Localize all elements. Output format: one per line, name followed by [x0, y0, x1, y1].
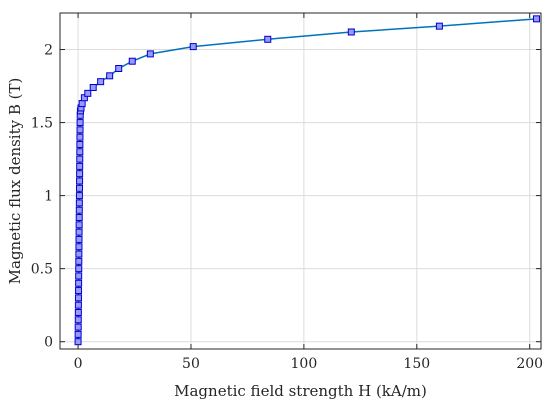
- x-tick-labels: 0 50 100 150 200: [74, 356, 543, 372]
- y-tick-labels: 0 0.5 1 1.5 2: [31, 43, 53, 351]
- y-tick-label: 0: [44, 335, 53, 351]
- y-tick-label: 1: [44, 189, 53, 205]
- data-point-marker: [347, 28, 355, 36]
- data-point-marker: [75, 272, 83, 280]
- data-point-marker: [75, 214, 83, 222]
- data-point-marker: [76, 155, 84, 163]
- grid: [60, 13, 541, 349]
- y-tick-label: 0.5: [31, 262, 53, 278]
- data-point-marker: [75, 192, 83, 200]
- data-series: [74, 15, 540, 346]
- data-point-marker: [78, 100, 86, 108]
- data-point-marker: [75, 235, 83, 243]
- data-point-marker: [106, 72, 114, 80]
- data-point-marker: [76, 170, 84, 178]
- data-point-marker: [74, 316, 82, 324]
- x-axis-label: Magnetic field strength H (kA/m): [174, 382, 427, 400]
- x-tick-label: 0: [74, 356, 83, 372]
- data-point-marker: [532, 15, 540, 23]
- data-point-marker: [76, 162, 84, 170]
- data-point-marker: [75, 250, 83, 258]
- data-point-marker: [75, 184, 83, 192]
- data-point-marker: [75, 287, 83, 295]
- data-point-marker: [74, 308, 82, 316]
- data-point-marker: [74, 301, 82, 309]
- data-point-marker: [128, 57, 136, 65]
- y-tick-label: 1.5: [31, 116, 53, 132]
- data-point-marker: [84, 89, 92, 97]
- data-point-marker: [75, 206, 83, 214]
- data-point-marker: [75, 265, 83, 273]
- data-point-marker: [74, 323, 82, 331]
- data-point-marker: [76, 148, 84, 156]
- x-tick-label: 150: [403, 356, 430, 372]
- x-tick-label: 100: [291, 356, 318, 372]
- data-point-marker: [75, 257, 83, 265]
- data-point-marker: [435, 22, 443, 30]
- data-point-marker: [76, 126, 84, 134]
- plot-frame: [59, 12, 542, 350]
- data-point-marker: [74, 330, 82, 338]
- data-point-marker: [146, 50, 154, 58]
- data-point-marker: [75, 243, 83, 251]
- data-point-marker: [76, 140, 84, 148]
- data-point-marker: [75, 228, 83, 236]
- data-point-marker: [75, 221, 83, 229]
- y-tick-label: 2: [44, 43, 53, 59]
- data-point-marker: [75, 279, 83, 287]
- x-tick-label: 200: [516, 356, 543, 372]
- x-tick-label: 50: [182, 356, 200, 372]
- data-point-marker: [74, 294, 82, 302]
- data-point-marker: [75, 199, 83, 207]
- data-point-marker: [74, 338, 82, 346]
- data-point-marker: [97, 78, 105, 86]
- data-point-marker: [76, 177, 84, 185]
- axis-ticks: [60, 13, 541, 349]
- y-axis-label: Magnetic flux density B (T): [6, 78, 24, 285]
- data-point-marker: [189, 43, 197, 51]
- data-point-marker: [264, 35, 272, 43]
- data-point-marker: [89, 84, 97, 91]
- data-point-marker: [115, 65, 123, 73]
- data-point-marker: [76, 119, 84, 127]
- data-point-marker: [76, 133, 84, 141]
